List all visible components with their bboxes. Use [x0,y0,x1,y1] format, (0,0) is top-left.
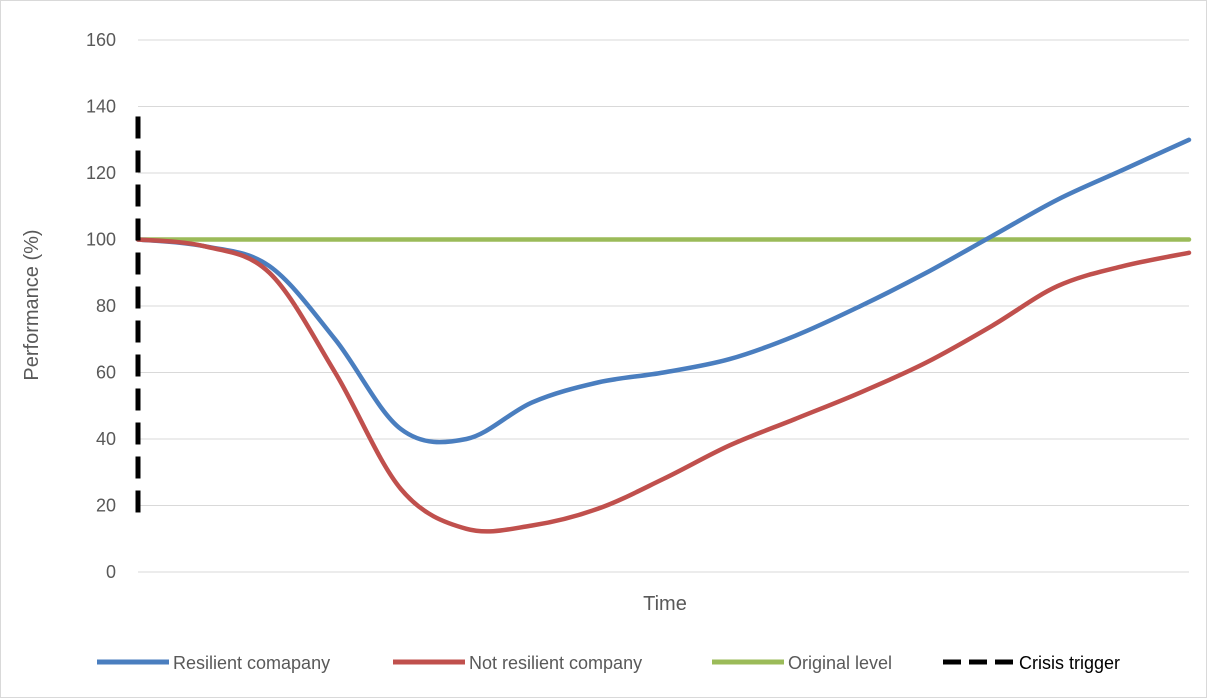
legend: Resilient comapany Not resilient company O… [97,653,1120,673]
y-tick-label: 0 [106,562,116,582]
series-line-resilient-comapany [135,137,1192,445]
y-tick-label: 100 [86,230,116,250]
y-tick-label: 40 [96,429,116,449]
y-tick-label: 160 [86,30,116,50]
y-axis-ticks: 0 20 40 60 80 100 120 140 160 [86,30,116,582]
legend-label-resilient-comapany: Resilient comapany [173,653,330,673]
legend-label-not-resilient-company: Not resilient company [469,653,642,673]
legend-label-original-level: Original level [788,653,892,673]
y-tick-label: 60 [96,363,116,383]
legend-label-crisis-trigger: Crisis trigger [1019,653,1120,673]
y-tick-label: 140 [86,97,116,117]
y-tick-label: 80 [96,296,116,316]
y-tick-label: 120 [86,163,116,183]
series-layer [135,137,1192,534]
x-axis-title: Time [643,593,687,615]
y-axis-title: Performance (%) [21,229,43,380]
y-tick-label: 20 [96,496,116,516]
series-line-not-resilient-company [135,237,1192,534]
